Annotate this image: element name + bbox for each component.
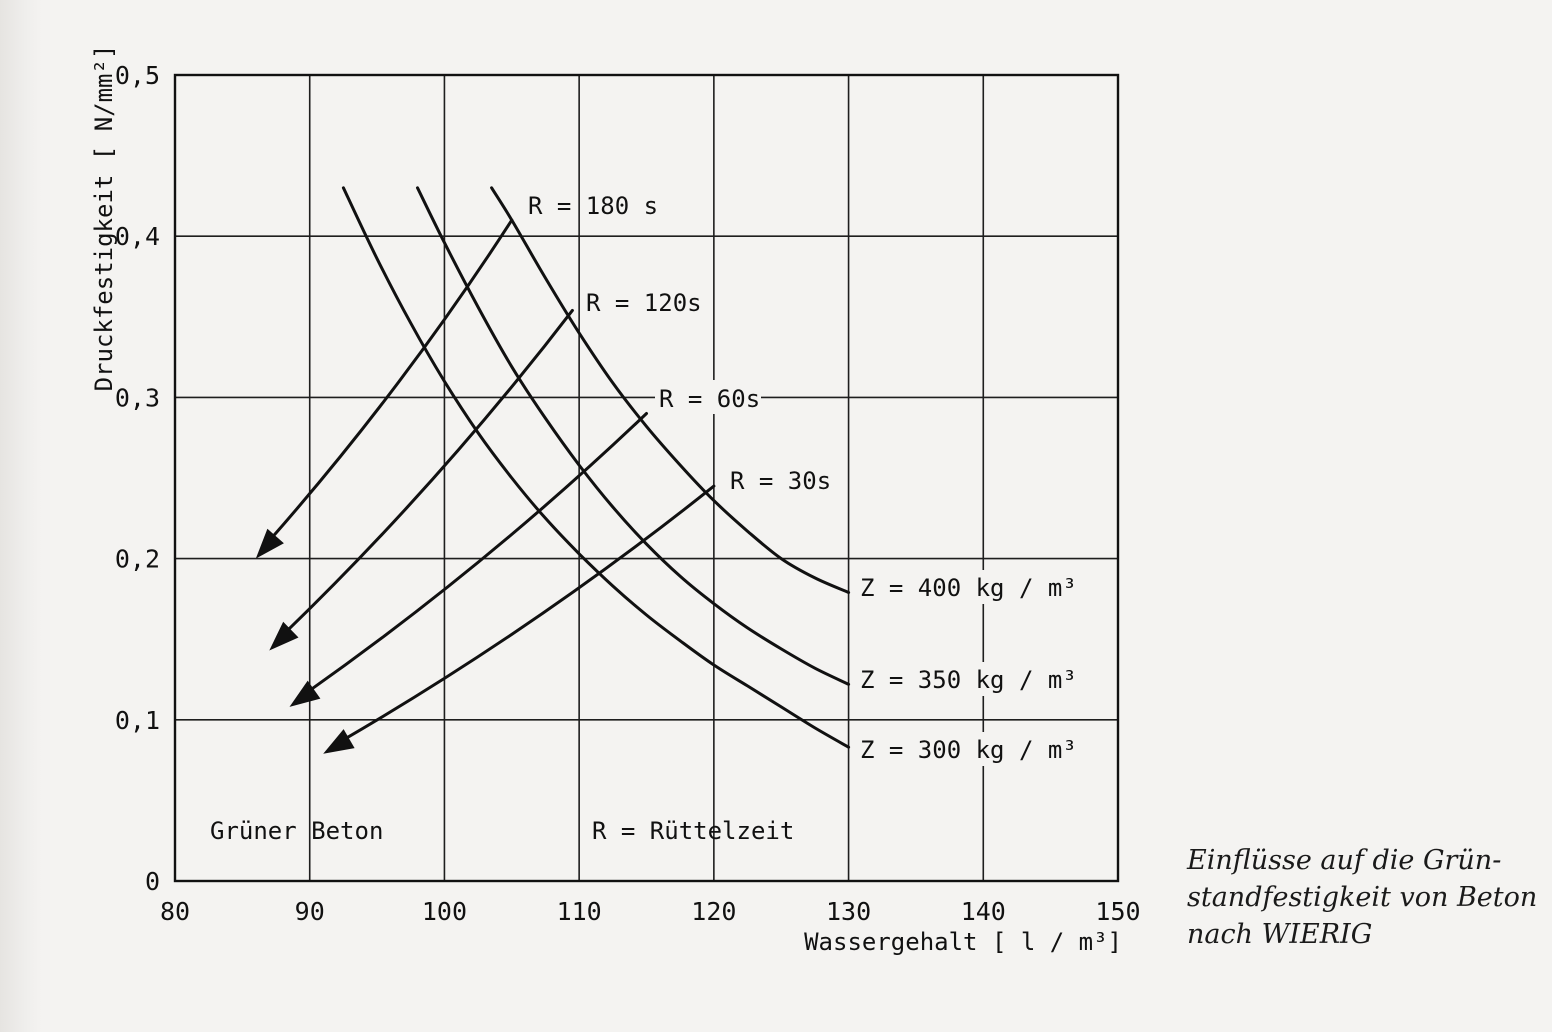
series-label-r60: R = 60s — [659, 385, 760, 413]
page-edge-shade — [0, 0, 42, 1032]
label-knockout — [655, 380, 761, 414]
arrow-line-1 — [283, 308, 574, 635]
series-label-z350: Z = 350 kg / m³ — [860, 666, 1077, 694]
y-tick-label: 0,4 — [115, 222, 160, 251]
x-tick-label: 140 — [961, 897, 1006, 926]
plot-frame — [173, 73, 1120, 883]
arrow-line-2 — [306, 412, 648, 694]
x-tick-label: 150 — [1095, 897, 1140, 926]
caption-line: Einflüsse auf die Grün- — [1187, 845, 1502, 876]
series-curve-2 — [341, 186, 851, 749]
arrow-head-0 — [255, 528, 284, 559]
caption-line: nach WIERIG — [1187, 919, 1373, 950]
x-tick-label: 130 — [826, 897, 871, 926]
y-tick-label: 0,5 — [115, 61, 160, 90]
tick-labels: 80 90 100 110 120 130 140 150 0 0,1 0,2 0,3 0,4 0,5 — [115, 61, 1141, 926]
label-knockout — [724, 463, 819, 497]
y-tick-label: 0,1 — [115, 706, 160, 735]
x-tick-label: 90 — [295, 897, 325, 926]
y-axis-title: Druckfestigkeit [ N/mm²] — [90, 45, 118, 392]
figure-caption: Einflüsse auf die Grün- standfestigkeit … — [1187, 842, 1538, 953]
annotation-gruener-beton: Grüner Beton — [210, 817, 383, 845]
series-label-z300: Z = 300 kg / m³ — [860, 736, 1077, 764]
y-tick-label: 0 — [145, 867, 160, 896]
series-curve-1 — [416, 186, 851, 686]
x-tick-label: 100 — [422, 897, 467, 926]
grid — [175, 75, 1118, 881]
arrow-head-1 — [269, 621, 299, 651]
y-tick-label: 0,2 — [115, 545, 160, 574]
series-curve-0 — [490, 186, 851, 594]
series-label-r30: R = 30s — [730, 467, 831, 495]
x-tick-label: 120 — [691, 897, 736, 926]
vibration-time-arrows — [255, 218, 716, 754]
label-knockout — [854, 732, 1040, 766]
label-knockout — [854, 662, 1040, 696]
series-label-r120: R = 120s — [586, 289, 702, 317]
x-tick-label: 80 — [160, 897, 190, 926]
arrow-head-2 — [289, 680, 321, 707]
series-curves — [341, 186, 851, 749]
arrow-head-3 — [323, 729, 355, 754]
series-label-z400: Z = 400 kg / m³ — [860, 574, 1077, 602]
caption-line: standfestigkeit von Beton — [1187, 882, 1538, 913]
x-tick-label: 110 — [557, 897, 602, 926]
arrow-line-0 — [268, 218, 514, 541]
x-axis-title: Wassergehalt [ l / m³] — [804, 928, 1122, 956]
arrow-line-3 — [341, 484, 716, 742]
annotation-ruettelzeit: R = Rüttelzeit — [592, 817, 794, 845]
series-label-r180: R = 180 s — [528, 192, 658, 220]
label-knockout — [854, 570, 1040, 604]
y-tick-label: 0,3 — [115, 383, 160, 412]
